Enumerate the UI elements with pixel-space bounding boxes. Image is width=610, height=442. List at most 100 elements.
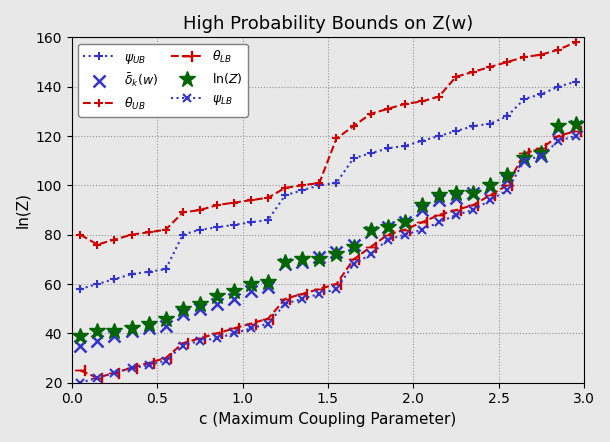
$\psi_{UB}$: [248, 220, 255, 225]
$\psi_{LB}$: [299, 296, 306, 301]
$\theta_{LB}$: [162, 355, 170, 361]
$\ln(Z)$: [537, 151, 545, 156]
$\theta_{LB}$: [384, 232, 392, 237]
$\theta_{LB}$: [333, 282, 340, 287]
$\theta_{LB}$: [487, 193, 494, 198]
$\psi_{LB}$: [350, 262, 357, 267]
$\bar{\delta}_k(w)$: [196, 306, 204, 311]
X-axis label: c (Maximum Coupling Parameter): c (Maximum Coupling Parameter): [199, 412, 456, 427]
$\ln(Z)$: [401, 220, 409, 225]
$\theta_{UB}$: [487, 64, 494, 69]
Line: $\theta_{LB}$: $\theta_{LB}$: [76, 126, 580, 383]
$\theta_{LB}$: [214, 331, 221, 336]
$\psi_{UB}$: [265, 217, 272, 223]
$\psi_{LB}$: [384, 237, 392, 242]
$\psi_{LB}$: [521, 158, 528, 164]
$\ln(Z)$: [162, 316, 170, 321]
$\theta_{UB}$: [333, 136, 340, 141]
Title: High Probability Bounds on Z(w): High Probability Bounds on Z(w): [183, 15, 473, 33]
$\bar{\delta}_k(w)$: [333, 249, 340, 255]
$\bar{\delta}_k(w)$: [265, 284, 272, 289]
$\theta_{UB}$: [504, 59, 511, 65]
$\ln(Z)$: [350, 244, 357, 250]
$\psi_{UB}$: [537, 91, 545, 97]
$\psi_{LB}$: [196, 338, 204, 343]
$\ln(Z)$: [418, 202, 426, 208]
$\theta_{UB}$: [145, 229, 152, 235]
$\bar{\delta}_k(w)$: [401, 220, 409, 225]
$\psi_{UB}$: [436, 133, 443, 139]
$\theta_{UB}$: [350, 123, 357, 129]
$\psi_{UB}$: [196, 227, 204, 232]
$\ln(Z)$: [367, 227, 375, 232]
$\ln(Z)$: [282, 259, 289, 264]
$\theta_{UB}$: [521, 54, 528, 60]
$\theta_{UB}$: [572, 40, 579, 45]
$\bar{\delta}_k(w)$: [128, 328, 135, 334]
$\psi_{UB}$: [504, 114, 511, 119]
$\bar{\delta}_k(w)$: [316, 254, 323, 259]
$\ln(Z)$: [196, 301, 204, 306]
$\theta_{UB}$: [418, 99, 426, 104]
$\psi_{LB}$: [179, 343, 187, 348]
$\theta_{LB}$: [436, 212, 443, 217]
$\psi_{LB}$: [77, 380, 84, 385]
$\psi_{LB}$: [537, 153, 545, 158]
$\ln(Z)$: [554, 123, 562, 129]
$\theta_{UB}$: [214, 202, 221, 208]
$\bar{\delta}_k(w)$: [436, 198, 443, 203]
Line: $\theta_{UB}$: $\theta_{UB}$: [76, 38, 580, 249]
$\theta_{LB}$: [94, 375, 101, 381]
$\psi_{UB}$: [77, 286, 84, 292]
$\psi_{LB}$: [436, 220, 443, 225]
$\psi_{LB}$: [111, 370, 118, 376]
$\theta_{LB}$: [470, 202, 477, 208]
$\theta_{LB}$: [537, 146, 545, 151]
$\bar{\delta}_k(w)$: [367, 229, 375, 235]
$\bar{\delta}_k(w)$: [231, 296, 238, 301]
$\bar{\delta}_k(w)$: [470, 190, 477, 195]
$\psi_{UB}$: [572, 79, 579, 84]
$\bar{\delta}_k(w)$: [453, 195, 460, 200]
$\psi_{UB}$: [350, 156, 357, 161]
$\psi_{UB}$: [282, 193, 289, 198]
$\theta_{LB}$: [504, 183, 511, 188]
$\bar{\delta}_k(w)$: [572, 123, 579, 129]
$\theta_{LB}$: [350, 257, 357, 262]
$\psi_{UB}$: [94, 282, 101, 287]
$\theta_{UB}$: [265, 195, 272, 200]
$\theta_{UB}$: [316, 180, 323, 186]
$\ln(Z)$: [77, 333, 84, 339]
$\ln(Z)$: [521, 156, 528, 161]
$\theta_{UB}$: [111, 237, 118, 242]
$\theta_{UB}$: [128, 232, 135, 237]
$\theta_{UB}$: [436, 94, 443, 99]
$\theta_{LB}$: [521, 151, 528, 156]
$\psi_{UB}$: [316, 183, 323, 188]
$\ln(Z)$: [436, 193, 443, 198]
$\ln(Z)$: [504, 173, 511, 178]
$\ln(Z)$: [299, 257, 306, 262]
$\theta_{LB}$: [248, 321, 255, 326]
$\psi_{LB}$: [265, 321, 272, 326]
$\psi_{LB}$: [572, 133, 579, 139]
$\theta_{LB}$: [401, 227, 409, 232]
$\ln(Z)$: [316, 257, 323, 262]
$\theta_{UB}$: [196, 207, 204, 213]
$\psi_{LB}$: [316, 291, 323, 297]
$\theta_{LB}$: [145, 360, 152, 366]
$\theta_{UB}$: [162, 227, 170, 232]
$\psi_{LB}$: [231, 331, 238, 336]
$\theta_{UB}$: [94, 242, 101, 247]
Legend: $\psi_{UB}$, $\bar{\delta}_k(w)$, $\theta_{UB}$, $\theta_{LB}$, $\ln(Z)$, $\psi_: $\psi_{UB}$, $\bar{\delta}_k(w)$, $\thet…: [78, 44, 248, 117]
$\theta_{LB}$: [554, 133, 562, 139]
$\theta_{LB}$: [282, 296, 289, 301]
$\theta_{UB}$: [453, 74, 460, 80]
$\ln(Z)$: [128, 326, 135, 331]
$\ln(Z)$: [111, 328, 118, 334]
$\bar{\delta}_k(w)$: [487, 185, 494, 191]
$\psi_{LB}$: [94, 375, 101, 381]
Line: $\psi_{LB}$: $\psi_{LB}$: [76, 132, 580, 387]
Line: $\ln(Z)$: $\ln(Z)$: [72, 115, 584, 344]
$\psi_{LB}$: [487, 198, 494, 203]
